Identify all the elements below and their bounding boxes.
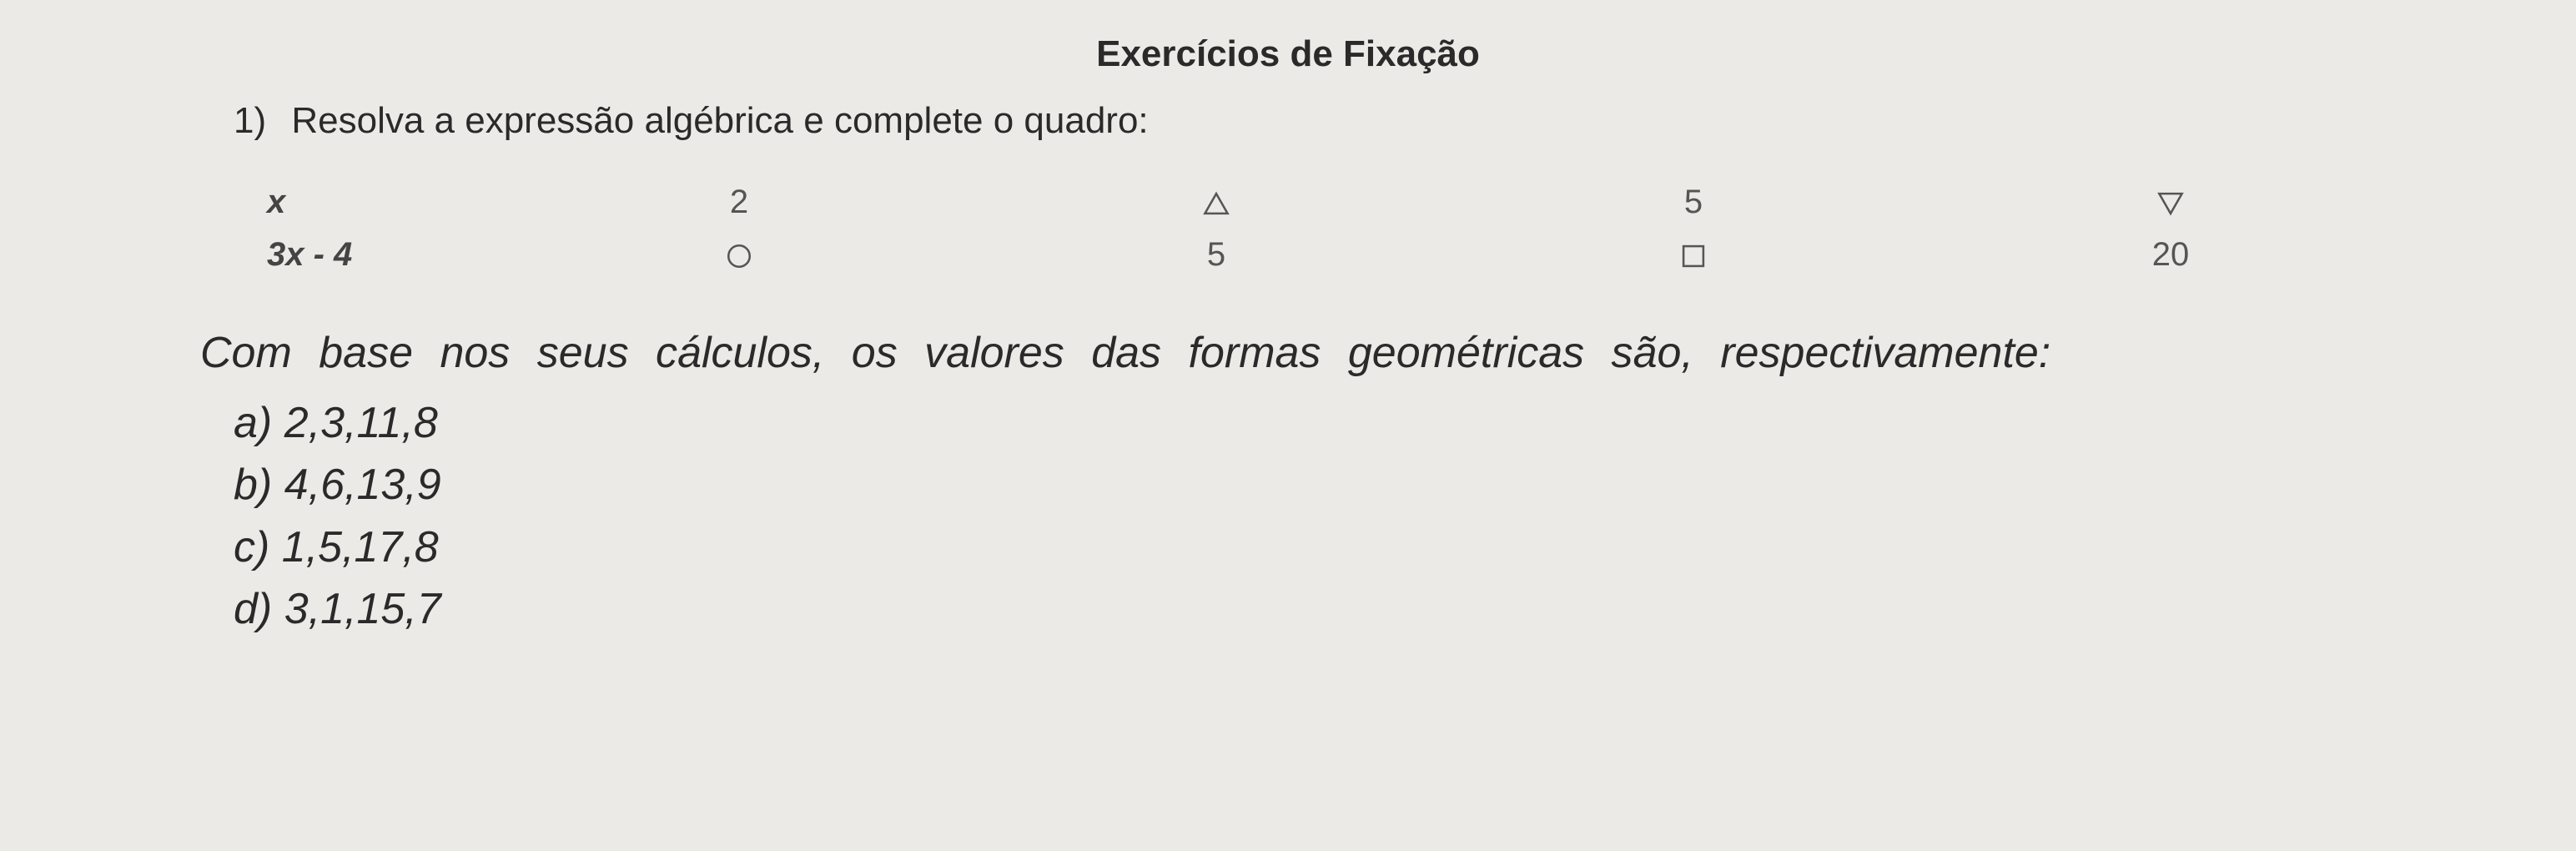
prompt-text: Com base nos seus cálculos, os valores d… [100,324,2476,382]
option-letter: b) [234,461,272,509]
option-values: 1,5,17,8 [282,523,439,572]
option-values: 3,1,15,7 [284,585,441,633]
cell-r1c3: 5 [1455,184,1932,221]
question-number: 1) [234,100,266,142]
triangle-icon [978,184,1455,221]
option-a: a) 2,3,11,8 [234,394,2476,452]
cell-r2c4: 20 [1932,236,2409,274]
question-text: Resolva a expressão algébrica e complete… [291,100,1148,141]
page-title: Exercícios de Fixação [100,33,2476,75]
option-values: 4,6,13,9 [284,461,441,509]
option-d: d) 3,1,15,7 [234,580,2476,638]
option-letter: d) [234,585,272,633]
square-icon [1455,236,1932,274]
option-letter: c) [234,523,269,572]
question-line: 1) Resolva a expressão algébrica e compl… [100,100,2476,142]
cell-r1c1: 2 [501,184,978,221]
circle-icon [501,236,978,274]
cell-r2c2: 5 [978,236,1455,274]
down-triangle-icon [1932,184,2409,221]
row1-label: x [267,184,501,221]
option-c: c) 1,5,17,8 [234,518,2476,577]
expression-table: x 2 5 3x - 4 5 20 [100,184,2476,274]
options-list: a) 2,3,11,8 b) 4,6,13,9 c) 1,5,17,8 d) 3… [100,394,2476,638]
option-values: 2,3,11,8 [284,399,438,447]
row2-label: 3x - 4 [267,236,501,274]
option-letter: a) [234,399,272,447]
option-b: b) 4,6,13,9 [234,456,2476,514]
